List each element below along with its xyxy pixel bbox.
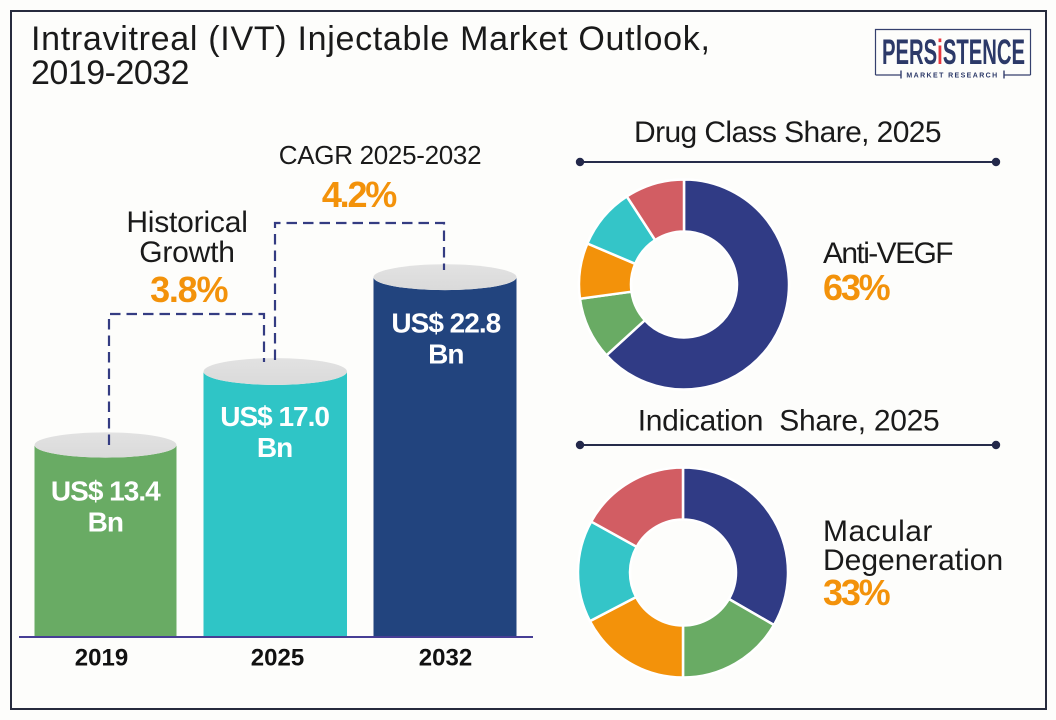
svg-text:Indication Share, 2025: Indication Share, 2025 (638, 405, 940, 438)
svg-text:PERSiSTENCE: PERSiSTENCE (882, 33, 1025, 72)
svg-text:Growth: Growth (139, 236, 235, 269)
svg-text:Anti-VEGF: Anti-VEGF (823, 237, 953, 270)
svg-text:Macular: Macular (823, 515, 933, 548)
svg-text:US$ 17.0: US$ 17.0 (220, 401, 329, 432)
svg-text:2019: 2019 (75, 645, 128, 672)
svg-text:US$ 13.4: US$ 13.4 (51, 476, 161, 507)
svg-text:Historical: Historical (126, 206, 247, 239)
svg-text:CAGR 2025-2032: CAGR 2025-2032 (279, 140, 481, 170)
svg-text:Bn: Bn (88, 507, 123, 538)
svg-text:2032: 2032 (419, 645, 472, 672)
svg-text:4.2%: 4.2% (322, 174, 397, 215)
svg-text:2025: 2025 (251, 645, 304, 672)
svg-text:2019-2032: 2019-2032 (31, 54, 189, 92)
svg-text:3.8%: 3.8% (150, 269, 228, 310)
svg-text:Drug Class Share, 2025: Drug Class Share, 2025 (634, 116, 941, 149)
svg-text:Bn: Bn (428, 339, 463, 370)
svg-text:Bn: Bn (257, 432, 292, 463)
svg-text:Intravitreal (IVT) Injectable: Intravitreal (IVT) Injectable Market Out… (31, 20, 711, 58)
svg-text:33%: 33% (823, 572, 891, 613)
svg-text:US$ 22.8: US$ 22.8 (391, 308, 500, 339)
svg-text:Degeneration: Degeneration (823, 544, 1003, 577)
svg-text:MARKET RESEARCH: MARKET RESEARCH (906, 73, 998, 80)
svg-text:63%: 63% (823, 267, 891, 308)
